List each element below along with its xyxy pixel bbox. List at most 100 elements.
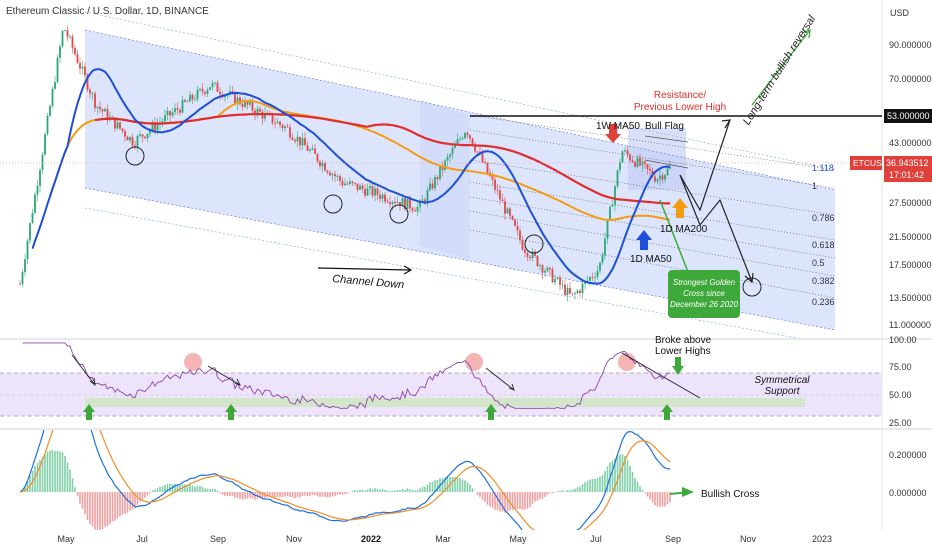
macd-histogram-bar (379, 490, 381, 492)
macd-histogram-bar (534, 492, 536, 501)
macd-histogram-bar (419, 488, 421, 492)
candle-body (604, 239, 606, 256)
macd-histogram-bar (399, 490, 401, 492)
candle-body (444, 161, 446, 170)
time-label: May (57, 534, 75, 544)
candle-body (219, 92, 221, 95)
macd-histogram-bar (464, 480, 466, 492)
macd-histogram-bar (642, 490, 644, 492)
ma50-1w-label: 1W MA50 (596, 121, 640, 132)
macd-histogram-bar (629, 466, 631, 492)
candle-body (104, 109, 106, 111)
candle-body (487, 163, 489, 173)
candle-body (554, 279, 556, 282)
candle-body (344, 184, 346, 186)
channel-down-label: Channel Down (332, 273, 405, 291)
macd-histogram-bar (137, 492, 139, 505)
macd-histogram-bar (242, 492, 244, 500)
macd-histogram-bar (562, 490, 564, 492)
macd-histogram-bar (584, 482, 586, 492)
macd-histogram-bar (74, 487, 76, 492)
candle-body (279, 122, 281, 125)
candle-body (147, 134, 149, 138)
macd-histogram-bar (652, 492, 654, 503)
time-axis[interactable]: May Jul Sep Nov 2022 Mar May Jul Sep Nov… (57, 534, 832, 544)
macd-histogram-bar (479, 492, 481, 497)
macd-histogram-bar (274, 492, 276, 498)
price-axis[interactable]: USD 90.000000 70.000000 43.000000 27.500… (850, 8, 932, 330)
candle-body (97, 107, 99, 108)
bullish-cross-arrow-icon (670, 487, 694, 497)
candle-body (102, 109, 104, 111)
candle-body (662, 176, 664, 180)
candle-body (197, 90, 199, 100)
candle-body (19, 284, 21, 285)
fib-label: 0.236 (812, 297, 835, 307)
candle-body (589, 277, 591, 280)
candle-body (534, 252, 536, 256)
candle-body (649, 169, 651, 171)
macd-histogram-bar (357, 490, 359, 492)
candle-body (67, 30, 69, 36)
macd-histogram-bar (232, 492, 234, 496)
chart-title: Ethereum Classic / U.S. Dollar, 1D, BINA… (6, 6, 209, 17)
macd-histogram-bar (572, 490, 574, 492)
candle-body (299, 137, 301, 145)
resistance-label-1: Resistance/ (654, 90, 706, 101)
macd-histogram-bar (77, 492, 79, 496)
candle-body (322, 163, 324, 166)
macd-histogram-bar (489, 492, 491, 507)
candle-body (552, 269, 554, 282)
macd-histogram-bar (574, 489, 576, 492)
macd-tick: 0.000000 (889, 488, 927, 498)
macd-histogram-bar (557, 491, 559, 492)
candle-body (347, 184, 349, 185)
fib-label: 0.382 (812, 276, 835, 286)
golden-cross-line2: Cross since (683, 289, 725, 298)
macd-histogram-bar (54, 451, 56, 492)
golden-cross-line1: Strongest Golden (673, 278, 736, 287)
macd-histogram-bar (649, 492, 651, 499)
macd-histogram-bar (602, 475, 604, 492)
macd-histogram-bar (632, 472, 634, 492)
candle-body (362, 186, 364, 189)
macd-histogram-bar (194, 487, 196, 492)
candle-body (272, 114, 274, 123)
macd-histogram-bar (412, 490, 414, 492)
candle-body (544, 271, 546, 273)
candle-body (612, 205, 614, 207)
candle-body (177, 108, 179, 110)
macd-histogram-bar (159, 487, 161, 492)
candle-body (667, 168, 669, 175)
candle-body (209, 87, 211, 90)
candle-body (494, 180, 496, 190)
macd-histogram-bar (309, 492, 311, 496)
macd-histogram-bar (92, 492, 94, 526)
macd-histogram-bar (637, 482, 639, 492)
macd-histogram-bar (667, 492, 669, 504)
macd-histogram-bar (382, 489, 384, 492)
time-label: Sep (665, 534, 681, 544)
candle-body (44, 134, 46, 154)
fib-label: 1.118 (812, 163, 834, 173)
candle-body (72, 37, 74, 48)
long-term-label: Long-term bullish reversal (741, 13, 819, 127)
macd-histogram-bar (72, 478, 74, 492)
macd-histogram-bar (302, 492, 304, 496)
candle-body (439, 167, 441, 179)
rsi-tick: 25.00 (889, 418, 912, 428)
macd-histogram-bar (537, 492, 539, 501)
candle-body (129, 137, 131, 140)
candle-body (169, 111, 171, 115)
macd-histogram-bar (517, 492, 519, 509)
candle-body (387, 201, 389, 202)
macd-histogram-bar (532, 492, 534, 504)
macd-histogram-bar (79, 492, 81, 504)
fib-label: 0.618 (812, 240, 835, 250)
candle-body (637, 158, 639, 167)
macd-histogram-bar (377, 489, 379, 492)
candle-body (52, 89, 54, 106)
macd-histogram-bar (152, 490, 154, 492)
resistance-label-2: Previous Lower High (634, 102, 726, 113)
